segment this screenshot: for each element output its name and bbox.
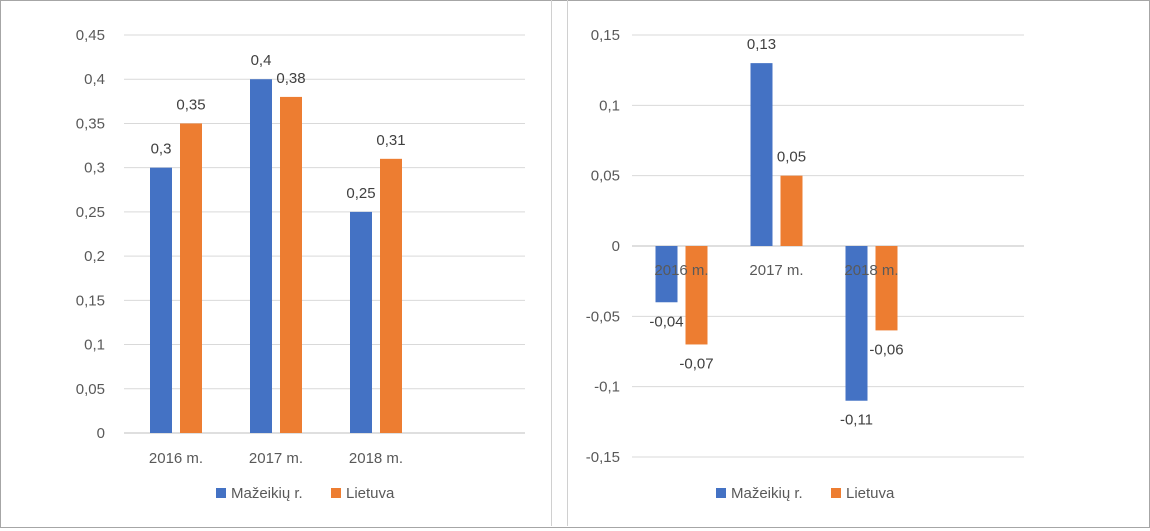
data-label: 0,25 xyxy=(346,185,375,202)
data-label: 0,31 xyxy=(376,132,405,149)
chart-left: 0 0,05 0,1 0,15 0,2 0,25 0,3 0,35 0,4 0,45 0,3 0,35… xyxy=(0,0,552,526)
x-category-label: 2017 m. xyxy=(249,450,303,467)
legend-swatch-lietuva xyxy=(331,488,341,498)
x-category-label: 2016 m. xyxy=(654,262,708,279)
bar-mazeikiu-0 xyxy=(655,246,678,303)
y-tick-label: 0 xyxy=(97,425,105,442)
data-label: 0,13 xyxy=(747,36,776,53)
y-tick-label: 0,15 xyxy=(591,27,620,44)
panel-divider xyxy=(567,0,568,526)
data-label: 0,4 xyxy=(251,52,272,69)
legend-swatch-mazeikiu xyxy=(716,488,726,498)
y-tick-label: 0,35 xyxy=(76,115,105,132)
bar-lietuva-2 xyxy=(875,246,898,331)
bar-lietuva-0 xyxy=(180,123,202,433)
bar-lietuva-0 xyxy=(685,246,708,345)
legend-label: Mažeikių r. xyxy=(231,485,303,502)
chart-right: -0,15 -0,1 -0,05 0 0,05 0,1 0,15 -0,04 -0,07 2016… xyxy=(568,0,1148,526)
bar-mazeikiu-2 xyxy=(350,211,372,433)
legend-label: Lietuva xyxy=(346,485,395,502)
y-tick-label: 0,3 xyxy=(84,160,105,177)
bar-mazeikiu-0 xyxy=(150,167,172,433)
data-label: -0,04 xyxy=(649,313,683,330)
data-label: -0,07 xyxy=(679,355,713,372)
x-category-label: 2017 m. xyxy=(749,262,803,279)
y-tick-label: 0,1 xyxy=(599,97,620,114)
x-category-label: 2018 m. xyxy=(349,450,403,467)
legend-swatch-lietuva xyxy=(831,488,841,498)
legend-label: Mažeikių r. xyxy=(731,485,803,502)
data-label: 0,3 xyxy=(151,141,172,158)
y-tick-label: -0,05 xyxy=(586,308,620,325)
y-tick-label: 0 xyxy=(612,238,620,255)
y-tick-label: 0,1 xyxy=(84,337,105,354)
x-category-label: 2018 m. xyxy=(844,262,898,279)
chart-left-svg: 0 0,05 0,1 0,15 0,2 0,25 0,3 0,35 0,4 0,45 0,3 0,35… xyxy=(76,27,525,502)
y-tick-label: 0,05 xyxy=(591,168,620,185)
bar-lietuva-1 xyxy=(780,175,803,246)
x-category-label: 2016 m. xyxy=(149,450,203,467)
legend-label: Lietuva xyxy=(846,485,895,502)
y-tick-label: 0,4 xyxy=(84,71,105,88)
y-tick-label: 0,25 xyxy=(76,204,105,221)
y-tick-label: -0,15 xyxy=(586,449,620,466)
y-tick-label: 0,05 xyxy=(76,381,105,398)
chart-right-svg: -0,15 -0,1 -0,05 0 0,05 0,1 0,15 -0,04 -0,07 2016… xyxy=(586,27,1024,502)
bar-mazeikiu-1 xyxy=(750,63,773,247)
y-tick-label: 0,2 xyxy=(84,248,105,265)
data-label: -0,06 xyxy=(869,341,903,358)
data-label: 0,05 xyxy=(777,149,806,166)
bar-lietuva-1 xyxy=(280,96,302,434)
panel-divider xyxy=(551,0,552,526)
data-label: 0,38 xyxy=(276,70,305,87)
legend-swatch-mazeikiu xyxy=(216,488,226,498)
bar-mazeikiu-1 xyxy=(250,79,272,433)
bar-mazeikiu-2 xyxy=(845,246,868,401)
bar-lietuva-2 xyxy=(380,158,402,434)
data-label: -0,11 xyxy=(840,412,873,429)
y-tick-label: -0,1 xyxy=(594,379,620,396)
y-tick-label: 0,15 xyxy=(76,292,105,309)
y-tick-label: 0,45 xyxy=(76,27,105,44)
data-label: 0,35 xyxy=(176,96,205,113)
